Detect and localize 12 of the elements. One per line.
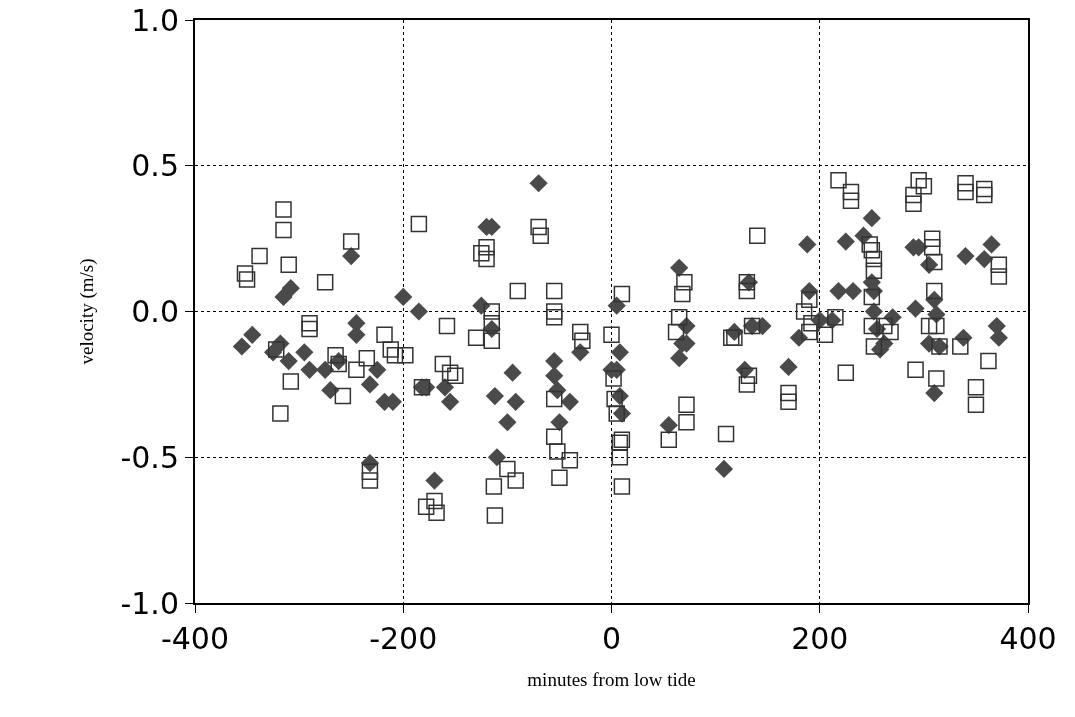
y-tick-label: -1.0 <box>120 585 179 621</box>
x-tick-label: -400 <box>160 621 230 656</box>
x-tick-label: 0 <box>601 621 622 656</box>
y-axis-title: velocity (m/s) <box>75 258 98 365</box>
x-axis-title: minutes from low tide <box>527 669 696 691</box>
x-tick-label: 400 <box>999 621 1057 656</box>
x-tick-label: 200 <box>791 621 849 656</box>
x-tick-label: -200 <box>369 621 438 656</box>
y-tick-label: 0.5 <box>131 148 179 184</box>
y-tick-label: 1.0 <box>131 2 179 38</box>
y-tick-label: 0.0 <box>131 294 179 329</box>
y-tick-label: -0.5 <box>120 439 179 475</box>
